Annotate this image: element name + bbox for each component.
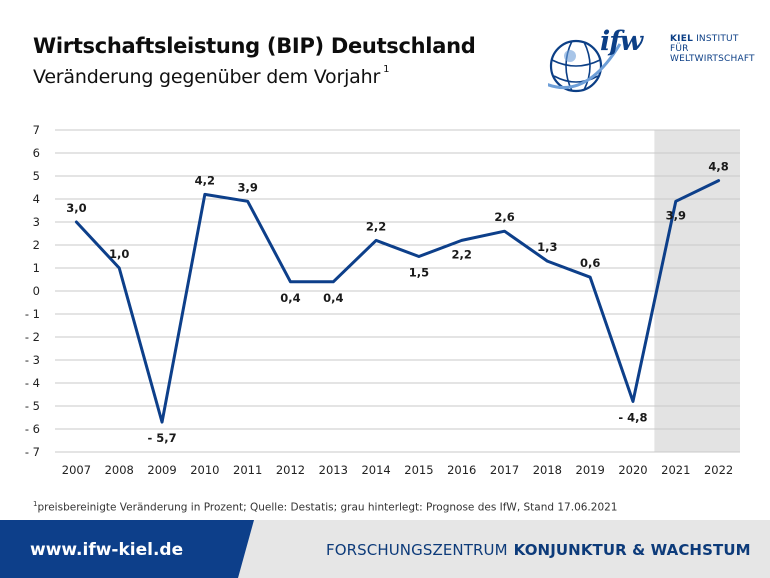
footer-section-bold: KONJUNKTUR & WACHSTUM [513,541,751,559]
x-tick-label: 2018 [533,463,562,477]
y-tick-label: - 5 [25,399,40,413]
y-tick-label: - 7 [25,445,40,459]
footnote-text: preisbereinigte Veränderung in Prozent; … [37,501,618,514]
footnote-marker: 1 [33,500,38,508]
data-label: 3,9 [666,208,686,222]
data-label: 2,2 [366,219,386,233]
x-tick-label: 2021 [661,463,690,477]
x-tick-label: 2007 [62,463,91,477]
subtitle-text: Veränderung gegenüber dem Vorjahr [33,66,381,88]
data-label: 0,4 [323,291,343,305]
y-tick-label: - 4 [25,376,40,390]
x-tick-label: 2019 [576,463,605,477]
data-label: 3,9 [237,180,257,194]
subtitle-footnote-marker: 1 [383,64,390,75]
footer-research-center: FORSCHUNGSZENTRUM KONJUNKTUR & WACHSTUM [326,541,751,559]
logo-line-1: KIEL INSTITUT FÜR [670,34,755,54]
logo-brand: ifw [600,26,643,57]
x-tick-label: 2010 [190,463,219,477]
data-label: 2,2 [452,247,472,261]
series-line [74,179,721,424]
y-tick-label: 1 [33,261,40,275]
logo-institute-name: KIEL INSTITUT FÜR WELTWIRTSCHAFT [670,34,755,64]
x-tick-label: 2020 [618,463,647,477]
y-tick-label: 5 [33,169,40,183]
x-tick-label: 2014 [361,463,390,477]
footer-band [0,520,770,578]
y-tick-label: - 3 [25,353,40,367]
x-tick-label: 2016 [447,463,476,477]
y-tick-label: 7 [33,123,40,137]
x-tick-label: 2015 [404,463,433,477]
data-label: - 4,8 [618,410,647,424]
x-tick-label: 2017 [490,463,519,477]
logo-institut: INSTITUT FÜR [670,34,739,54]
y-tick-label: - 6 [25,422,40,436]
data-label: - 5,7 [147,431,176,445]
footnote: 1preisbereinigte Veränderung in Prozent;… [33,500,618,514]
chart-title: Wirtschaftsleistung (BIP) Deutschland [33,34,476,58]
y-tick-label: 0 [33,284,40,298]
logo-kiel: KIEL [670,34,694,44]
x-tick-label: 2013 [319,463,348,477]
data-label: 4,2 [195,173,215,187]
website-link[interactable]: www.ifw-kiel.de [30,540,184,560]
x-tick-label: 2022 [704,463,733,477]
x-tick-label: 2011 [233,463,262,477]
chart-subtitle: Veränderung gegenüber dem Vorjahr 1 [33,64,390,88]
data-label: 1,0 [109,247,129,261]
x-tick-label: 2009 [147,463,176,477]
y-tick-label: 3 [33,215,40,229]
footer-url-background [0,520,254,578]
y-tick-label: 2 [33,238,40,252]
logo-line-2: WELTWIRTSCHAFT [670,54,755,64]
data-label: 3,0 [66,201,86,215]
ifw-logo: ifw KIEL INSTITUT FÜR WELTWIRTSCHAFT [545,24,755,98]
data-label: 2,6 [494,210,514,224]
data-label: 1,3 [537,240,557,254]
footer-section-light: FORSCHUNGSZENTRUM [326,541,508,559]
y-tick-label: - 1 [25,307,40,321]
data-label: 0,6 [580,256,600,270]
data-label: 1,5 [409,266,429,280]
y-tick-label: 6 [33,146,40,160]
globe-icon [545,39,622,93]
x-tick-label: 2008 [105,463,134,477]
x-tick-label: 2012 [276,463,305,477]
data-label: 0,4 [280,291,300,305]
y-tick-label: - 2 [25,330,40,344]
y-tick-label: 4 [33,192,40,206]
data-label: 4,8 [708,160,728,174]
